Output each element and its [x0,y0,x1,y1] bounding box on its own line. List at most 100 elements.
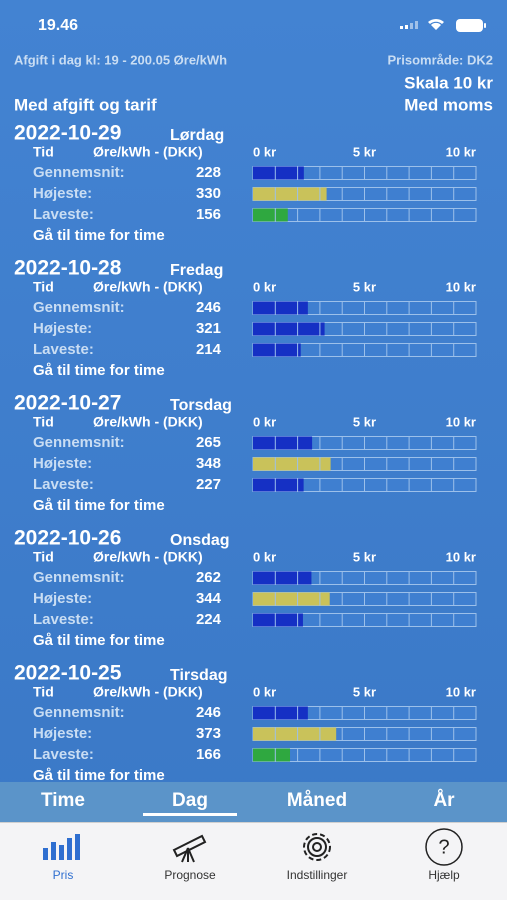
period-tabs: Time Dag Måned År [41,790,455,816]
day-block: 2022-10-27 Torsdag Tid Øre/kWh - (DKK) 0 kr 5… [14,392,477,514]
row-label: Højeste: [33,725,92,742]
scale-tick-label: 0 kr [253,684,276,699]
day-block: 2022-10-26 Onsdag Tid Øre/kWh - (DKK) 0 kr 5 … [14,527,477,649]
col-time: Tid [33,414,54,430]
col-price: Øre/kWh - (DKK) [93,279,203,295]
date: 2022-10-28 [14,257,122,280]
row-value: 156 [196,206,221,223]
weekday: Torsdag [170,397,232,414]
row-label: Laveste: [33,341,94,358]
scale-setting[interactable]: Skala 10 kr [404,73,493,92]
period-tab[interactable]: Måned [287,790,347,811]
row-value: 344 [196,590,222,607]
row-value: 166 [196,746,221,763]
status-time: 19.46 [38,17,78,34]
price-area: Prisområde: DK2 [388,52,493,67]
price-bar [253,187,327,201]
scale-tick-label: 10 kr [446,549,476,564]
row-value: 227 [196,476,221,493]
scale-tick-label: 0 kr [253,414,276,429]
scale-tick-label: 10 kr [446,144,476,159]
date: 2022-10-27 [14,392,121,415]
hourly-link[interactable]: Gå til time for time [33,497,165,514]
period-tab[interactable]: Dag [172,790,208,811]
row-label: Højeste: [33,320,92,337]
price-bar [253,571,312,585]
scale-tick-label: 5 kr [353,684,376,699]
col-time: Tid [33,144,54,160]
day-block: 2022-10-29 Lørdag Tid Øre/kWh - (DKK) 0 kr 5 … [14,122,477,244]
scale-tick-label: 10 kr [446,279,476,294]
scale-tick-label: 5 kr [353,414,376,429]
row-label: Gennemsnit: [33,569,125,586]
row-label: Gennemsnit: [33,434,125,451]
col-time: Tid [33,279,54,295]
price-bar [253,457,331,471]
weekday: Onsdag [170,532,230,549]
row-label: Laveste: [33,746,94,763]
hourly-link[interactable]: Gå til time for time [33,362,165,379]
tab-bar [0,822,507,900]
col-price: Øre/kWh - (DKK) [93,549,203,565]
icon-hjaelp: ? [425,828,463,866]
period-underline [143,813,237,816]
period-tab[interactable]: Time [41,790,85,811]
price-bar [253,208,288,222]
row-value: 262 [196,569,221,586]
row-value: 330 [196,185,221,202]
row-label: Gennemsnit: [33,164,125,181]
col-price: Øre/kWh - (DKK) [93,414,203,430]
day-list: 2022-10-29 Lørdag Tid Øre/kWh - (DKK) 0 kr 5 … [14,122,477,784]
tab-label[interactable]: Hjælp [428,868,460,882]
price-bar [253,727,337,741]
scale-tick-label: 10 kr [446,684,476,699]
price-bar [253,322,325,336]
tab-label[interactable]: Prognose [164,868,216,882]
period-tab[interactable]: År [433,790,455,811]
row-label: Højeste: [33,590,92,607]
col-price: Øre/kWh - (DKK) [93,144,203,160]
day-block: 2022-10-25 Tirsdag Tid Øre/kWh - (DKK) 0 kr 5… [14,662,477,784]
row-value: 373 [196,725,221,742]
svg-text:?: ? [438,836,449,858]
tab-label[interactable]: Indstillinger [287,868,348,882]
tab-label[interactable]: Pris [53,868,74,882]
fee-note: Afgift i dag kl: 19 - 200.05 Øre/kWh [14,52,227,67]
col-time: Tid [33,684,54,700]
hourly-link[interactable]: Gå til time for time [33,767,165,784]
price-bar [253,613,303,627]
icon-indstillinger [303,833,331,861]
row-value: 265 [196,434,221,451]
col-price: Øre/kWh - (DKK) [93,684,203,700]
row-label: Højeste: [33,455,92,472]
row-value: 214 [196,341,222,358]
hourly-link[interactable]: Gå til time for time [33,632,165,649]
scale-tick-label: 5 kr [353,279,376,294]
tariff-setting[interactable]: Med afgift og tarif [14,95,157,114]
row-label: Gennemsnit: [33,299,125,316]
date: 2022-10-26 [14,527,121,550]
scale-tick-label: 0 kr [253,144,276,159]
row-label: Laveste: [33,476,94,493]
row-value: 224 [196,611,222,628]
row-value: 321 [196,320,221,337]
price-bar [253,166,304,180]
row-label: Laveste: [33,206,94,223]
scale-tick-label: 10 kr [446,414,476,429]
row-value: 348 [196,455,221,472]
row-value: 246 [196,299,221,316]
hourly-link[interactable]: Gå til time for time [33,227,165,244]
col-time: Tid [33,549,54,565]
vat-setting[interactable]: Med moms [404,95,493,114]
day-block: 2022-10-28 Fredag Tid Øre/kWh - (DKK) 0 kr 5 … [14,257,477,379]
scale-tick-label: 0 kr [253,279,276,294]
price-bar [253,748,291,762]
price-bar [253,301,308,315]
scale-tick-label: 5 kr [353,549,376,564]
price-bar [253,343,301,357]
row-label: Gennemsnit: [33,704,125,721]
